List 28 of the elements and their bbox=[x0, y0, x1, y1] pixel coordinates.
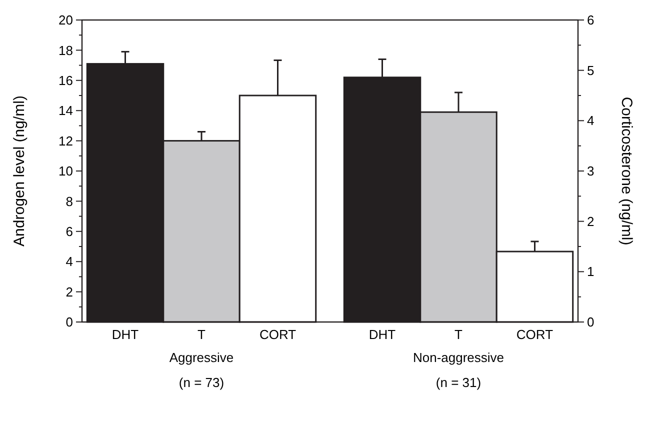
y-tick-label: 14 bbox=[58, 103, 73, 118]
y2-tick-label: 3 bbox=[587, 164, 594, 179]
y-tick-label: 18 bbox=[58, 42, 73, 58]
series-label: CORT bbox=[259, 327, 296, 342]
y-tick-label: 12 bbox=[58, 133, 73, 148]
y-tick-label: 16 bbox=[58, 72, 73, 88]
series-label: T bbox=[198, 327, 206, 342]
y-tick-label: 6 bbox=[66, 224, 73, 239]
y2-tick-label: 0 bbox=[587, 314, 594, 330]
y-tick-label: 4 bbox=[66, 254, 73, 270]
y2-tick-label: 4 bbox=[587, 113, 594, 128]
y-tick-label: 20 bbox=[58, 12, 73, 28]
text: T bbox=[454, 327, 462, 342]
y-tick-label: 0 bbox=[66, 314, 73, 330]
y2-tick-label: 1 bbox=[587, 264, 594, 280]
y-tick-label: 8 bbox=[66, 194, 73, 209]
y2-tick-label: 6 bbox=[587, 12, 594, 28]
y2-axis-title: Corticosterone (ng/ml) bbox=[618, 96, 635, 246]
y2-tick-label: 5 bbox=[587, 62, 594, 78]
y-tick-label: 10 bbox=[58, 164, 73, 179]
series-label: DHT bbox=[112, 327, 139, 342]
x-tick-label: Aggressive (n = 73) bbox=[169, 350, 234, 390]
text: DHT bbox=[368, 327, 396, 342]
y2-tick-label: 2 bbox=[587, 214, 594, 229]
x-tick-label: Non-aggressive (n = 31) bbox=[412, 350, 504, 390]
y-axis-title: Androgen level (ng/ml) bbox=[11, 96, 28, 246]
y-tick-label: 2 bbox=[66, 284, 73, 300]
text: CORT bbox=[516, 327, 554, 342]
